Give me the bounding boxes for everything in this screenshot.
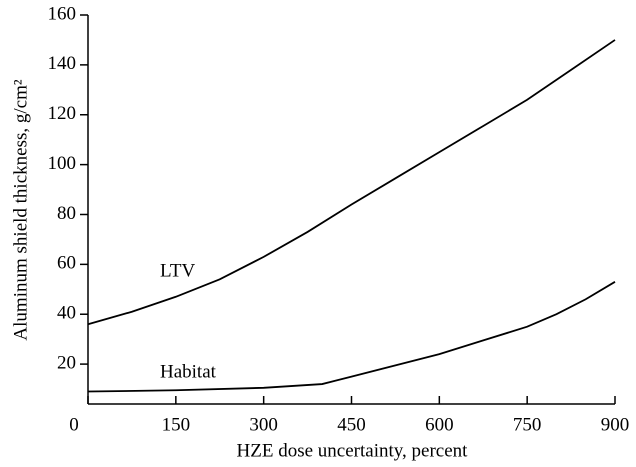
- series-label: LTV: [160, 260, 195, 281]
- x-tick-label: 600: [425, 414, 454, 435]
- y-axis-label: Aluminum shield thickness, g/cm²: [10, 79, 31, 340]
- series-line: [87, 281, 616, 393]
- x-tick-label: 750: [513, 414, 542, 435]
- y-tick-label: 60: [57, 253, 76, 274]
- x-tick-label: 300: [249, 414, 278, 435]
- series-label: Habitat: [160, 361, 217, 382]
- y-tick-label: 100: [48, 153, 77, 174]
- y-tick-label: 140: [48, 53, 77, 74]
- y-tick-label: 160: [48, 3, 77, 24]
- y-tick-label: 20: [57, 352, 76, 373]
- x-tick-label: 450: [337, 414, 366, 435]
- y-tick-label: 120: [48, 103, 77, 124]
- x-tick-label: 0: [69, 414, 79, 435]
- series-line: [87, 39, 616, 326]
- x-axis-label: HZE dose uncertainty, percent: [237, 440, 469, 461]
- y-tick-label: 40: [57, 303, 76, 324]
- x-tick-label: 900: [601, 414, 630, 435]
- y-tick-label: 80: [57, 203, 76, 224]
- x-tick-label: 150: [162, 414, 191, 435]
